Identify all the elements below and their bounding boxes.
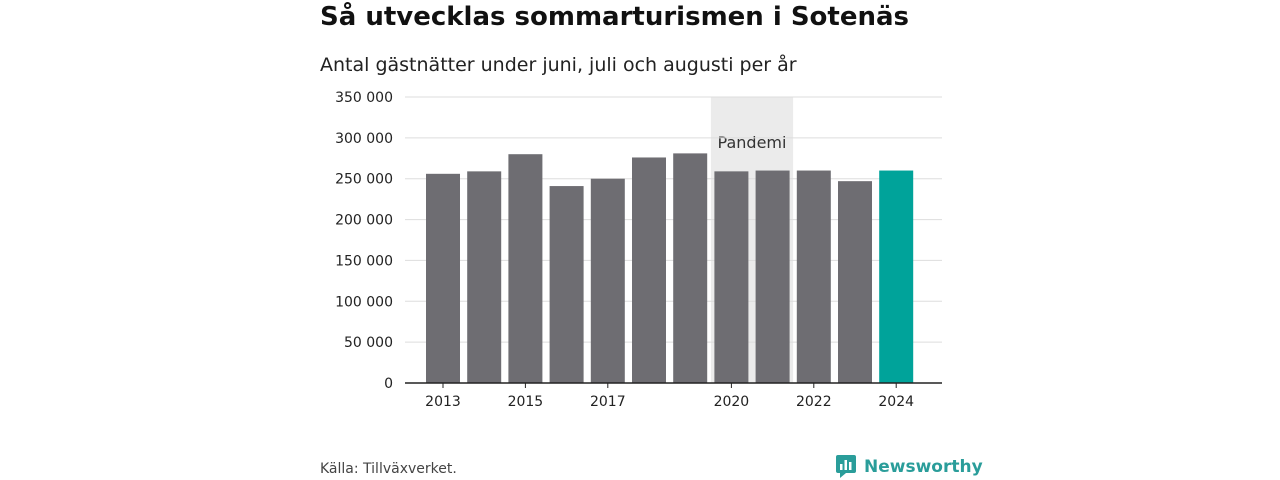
y-tick-label: 350 000 bbox=[335, 90, 393, 106]
bar-2024 bbox=[879, 170, 914, 383]
x-tick-label: 2024 bbox=[878, 394, 914, 410]
bar-2013 bbox=[426, 173, 460, 383]
chart-title: Så utvecklas sommarturismen i Sotenäs bbox=[320, 2, 909, 32]
bar-2019 bbox=[673, 153, 708, 383]
brand-name: Newsworthy bbox=[864, 457, 983, 477]
x-tick-label: 2022 bbox=[796, 394, 832, 410]
x-tick-label: 2017 bbox=[590, 394, 626, 410]
x-tick-label: 2020 bbox=[714, 394, 750, 410]
bar-2021 bbox=[755, 170, 790, 383]
y-tick-label: 300 000 bbox=[335, 131, 393, 147]
bar-2016 bbox=[549, 186, 584, 383]
bar-2018 bbox=[632, 157, 666, 383]
y-tick-label: 0 bbox=[384, 376, 393, 392]
x-tick-label: 2013 bbox=[425, 394, 461, 410]
axes bbox=[405, 382, 942, 388]
bar-2023 bbox=[838, 181, 872, 383]
tick-labels: 0 50 000 100 000 150 000 200 000 250 000 300 0… bbox=[335, 90, 914, 410]
y-tick-label: 50 000 bbox=[344, 335, 393, 351]
bars bbox=[426, 153, 914, 383]
y-tick-label: 200 000 bbox=[335, 213, 393, 229]
bar-2014 bbox=[467, 171, 502, 383]
chart-subtitle: Antal gästnätter under juni, juli och au… bbox=[320, 54, 797, 76]
brand-logo[interactable]: Newsworthy bbox=[836, 455, 983, 479]
newsworthy-logo-icon bbox=[836, 455, 856, 478]
source-note: Källa: Tillväxverket. bbox=[320, 461, 457, 477]
annotation-label: Pandemi bbox=[718, 133, 787, 152]
y-tick-label: 250 000 bbox=[335, 172, 393, 188]
bar-2022 bbox=[796, 170, 831, 383]
bar-2017 bbox=[590, 178, 625, 383]
y-tick-label: 100 000 bbox=[335, 294, 393, 310]
bar-2015 bbox=[508, 154, 543, 383]
y-tick-label: 150 000 bbox=[335, 253, 393, 269]
x-tick-label: 2015 bbox=[508, 394, 544, 410]
bar-2020 bbox=[714, 171, 749, 383]
